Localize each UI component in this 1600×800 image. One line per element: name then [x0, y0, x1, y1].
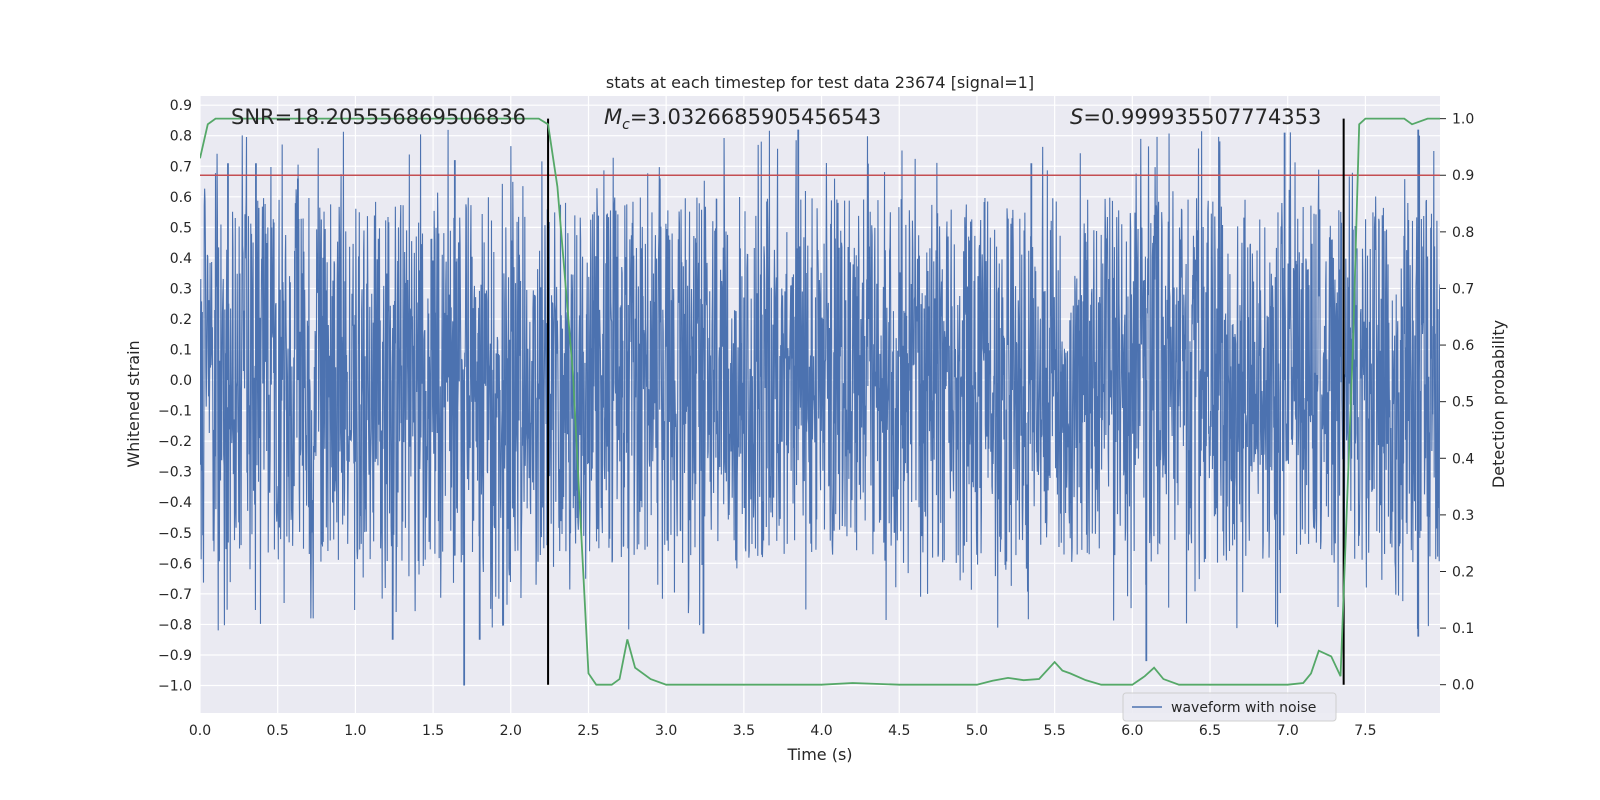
x-tick-label: 6.5 — [1199, 723, 1221, 739]
x-tick-label: 7.0 — [1277, 723, 1299, 739]
x-tick-label: 5.5 — [1044, 723, 1066, 739]
y-right-tick-label: 0.1 — [1452, 621, 1474, 637]
chirp-mass-annotation: Mc=3.0326685905456543 — [604, 105, 881, 133]
y-right-axis-label: Detection probability — [1489, 320, 1508, 488]
x-tick-label: 5.0 — [966, 723, 988, 739]
x-tick-label: 6.0 — [1121, 723, 1143, 739]
y-tick-label: 0.0 — [170, 373, 192, 389]
y-tick-label: 0.8 — [170, 129, 192, 145]
y-right-tick-label: 0.2 — [1452, 564, 1474, 580]
y-tick-label: 0.1 — [170, 343, 192, 359]
y-right-tick-label: 0.6 — [1452, 338, 1474, 354]
score-symbol: S — [1070, 105, 1083, 129]
waveform-trace — [200, 129, 1440, 631]
y-right-tick-label: 0.5 — [1452, 395, 1474, 411]
y-right-tick-label: 0.0 — [1452, 678, 1474, 694]
x-tick-label: 7.5 — [1354, 723, 1376, 739]
y-right-axis-ticks: 1.0 0.9 0.8 0.7 0.6 0.5 0.4 0.3 0.2 0.1 0.0 — [1440, 112, 1474, 694]
y-tick-label: 0.7 — [170, 159, 192, 175]
y-axis-ticks: 0.9 0.8 0.7 0.6 0.5 0.4 0.3 0.2 0.1 0.0 −0.1 −0.2 −0… — [158, 98, 192, 694]
legend: waveform with noise — [1122, 692, 1337, 722]
score-value: =0.999935507774353 — [1083, 105, 1321, 129]
chirp-mass-symbol: M — [604, 105, 622, 129]
x-tick-label: 4.0 — [810, 723, 832, 739]
chart-title: stats at each timestep for test data 236… — [606, 73, 1034, 92]
legend-label: waveform with noise — [1171, 700, 1316, 716]
y-right-tick-label: 0.4 — [1452, 451, 1474, 467]
y-tick-label: −0.6 — [158, 556, 192, 572]
y-tick-label: −0.5 — [158, 526, 192, 542]
y-tick-label: 0.5 — [170, 220, 192, 236]
y-tick-label: −0.3 — [158, 465, 192, 481]
x-axis-ticks: 0.0 0.5 1.0 1.5 2.0 2.5 3.0 3.5 4.0 4.5 5.0 5.5 6.0 6… — [189, 723, 1377, 739]
y-tick-label: −0.1 — [158, 404, 192, 420]
y-right-tick-label: 0.9 — [1452, 168, 1474, 184]
score-annotation: S=0.999935507774353 — [1070, 105, 1321, 129]
x-tick-label: 1.5 — [422, 723, 444, 739]
x-axis-label: Time (s) — [786, 745, 852, 764]
detection-probability-line — [200, 117, 1440, 686]
y-tick-label: −0.8 — [158, 617, 192, 633]
x-tick-label: 3.5 — [733, 723, 755, 739]
snr-annotation: SNR=18.205556869506836 — [231, 105, 526, 129]
x-tick-label: 4.5 — [888, 723, 910, 739]
probability-series — [200, 117, 1440, 686]
waveform-series — [200, 129, 1440, 686]
y-tick-label: −0.4 — [158, 495, 192, 511]
y-tick-label: −0.9 — [158, 648, 192, 664]
y-tick-label: 0.2 — [170, 312, 192, 328]
legend-box — [1122, 692, 1337, 722]
y-tick-label: −0.2 — [158, 434, 192, 450]
y-tick-label: 0.4 — [170, 251, 192, 267]
y-tick-label: 0.9 — [170, 98, 192, 114]
y-tick-label: −0.7 — [158, 587, 192, 603]
x-tick-label: 1.0 — [344, 723, 366, 739]
x-tick-label: 2.0 — [500, 723, 522, 739]
chirp-mass-value: =3.0326685905456543 — [630, 105, 881, 129]
y-axis-label: Whitened strain — [124, 340, 143, 467]
y-right-tick-label: 1.0 — [1452, 112, 1474, 128]
y-tick-label: −1.0 — [158, 679, 192, 695]
y-tick-label: 0.3 — [170, 281, 192, 297]
y-right-tick-label: 0.8 — [1452, 225, 1474, 241]
y-tick-label: 0.6 — [170, 190, 192, 206]
x-tick-label: 3.0 — [655, 723, 677, 739]
y-right-tick-label: 0.7 — [1452, 281, 1474, 297]
x-tick-label: 0.0 — [189, 723, 211, 739]
x-tick-label: 2.5 — [577, 723, 599, 739]
x-tick-label: 0.5 — [267, 723, 289, 739]
chirp-mass-subscript: c — [622, 117, 630, 133]
y-right-tick-label: 0.3 — [1452, 508, 1474, 524]
